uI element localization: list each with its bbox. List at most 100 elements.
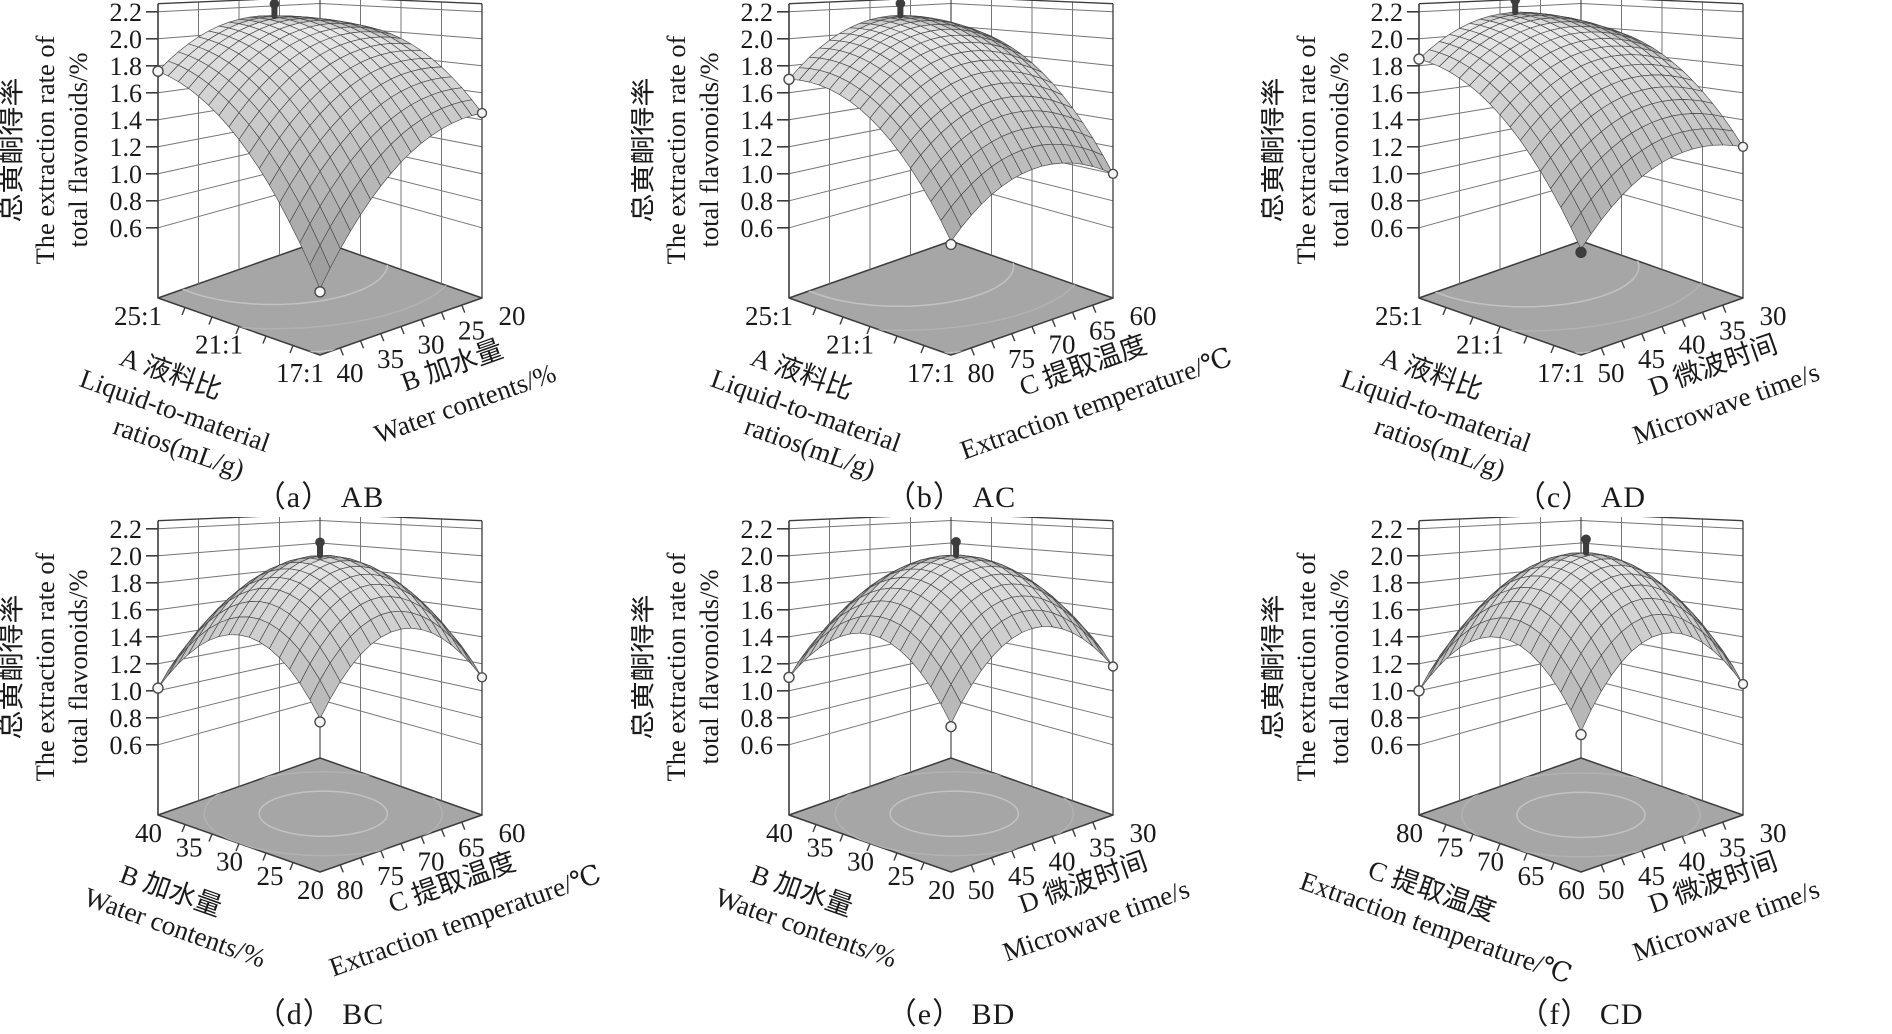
z-tick-label: 1.6 (741, 596, 774, 625)
y-tick-label: 45 (1008, 861, 1035, 891)
z-axis-title: 总黄酮得率 The extraction rate of total flavono… (0, 35, 93, 264)
y-tick-label: 40 (1049, 847, 1076, 877)
y-tick-label: 35 (1719, 832, 1746, 862)
panel-a: 2.2 2.0 1.8 1.6 1.4 1.2 1.0 0.8 0.6 25:1 21:1 17:1 4… (0, 0, 630, 517)
x-tick-label: 21:1 (195, 330, 243, 360)
x-tick-label: 75 (1437, 832, 1464, 862)
peak-point (315, 537, 325, 548)
z-tick-label: 1.6 (110, 596, 143, 625)
z-tick-label: 0.6 (741, 214, 774, 243)
z-tick-label: 0.8 (110, 704, 143, 733)
y-tick-label: 70 (1049, 330, 1076, 360)
x-tick-label: 20 (928, 875, 955, 905)
y-tick-label: 50 (1598, 875, 1625, 905)
corner-point-right (1737, 141, 1749, 153)
z-tick-label: 1.2 (1371, 133, 1404, 162)
y-tick-label: 80 (968, 358, 995, 388)
corner-point-front (314, 716, 326, 728)
axis-ticks (812, 821, 1097, 873)
z-axis-title: 总黄酮得率 The extraction rate of total flavono… (1261, 552, 1354, 781)
z-axis: 2.22.01.81.61.41.21.00.80.6 (741, 0, 789, 243)
z-axis: 2.22.01.81.61.41.21.00.80.6 (110, 517, 158, 760)
z-tick-label: 2.2 (110, 0, 143, 27)
x-tick-label: 17:1 (907, 358, 955, 388)
y-tick-label: 40 (337, 358, 364, 388)
z-tick-label: 2.2 (741, 517, 774, 544)
z-axis-title-en2: total flavonoids/% (1324, 569, 1354, 764)
y-tick-label: 30 (1130, 818, 1157, 848)
y-tick-label: 60 (499, 818, 526, 848)
response-surface (157, 15, 483, 289)
corner-point-left (1413, 685, 1425, 697)
z-axis-title-cn: 总黄酮得率 (631, 77, 658, 222)
x-tick-label: 17:1 (1537, 358, 1585, 388)
z-axis-title-cn: 总黄酮得率 (0, 77, 27, 222)
panel-caption-e: （e） BD (886, 998, 1016, 1031)
z-tick-label: 1.8 (1371, 569, 1404, 598)
x-tick-label: 80 (1396, 818, 1423, 848)
z-tick-label: 1.8 (110, 569, 143, 598)
y-tick-label: 35 (377, 344, 404, 374)
z-tick-label: 1.2 (1371, 650, 1404, 679)
z-tick-label: 1.0 (741, 160, 774, 189)
z-tick-label: 1.2 (741, 133, 774, 162)
y-tick-label: 45 (1638, 344, 1665, 374)
z-tick-label: 1.8 (741, 52, 774, 81)
design-point-markers (152, 0, 488, 298)
y-tick-label: 35 (1089, 832, 1116, 862)
z-axis-title-en1: The extraction rate of (661, 35, 691, 264)
z-axis-title: 总黄酮得率 The extraction rate of total flavono… (631, 552, 724, 781)
z-tick-label: 2.2 (110, 517, 143, 544)
z-tick-label: 1.6 (1371, 79, 1404, 108)
wall-grid (157, 517, 483, 801)
z-tick-label: 1.0 (1371, 160, 1404, 189)
y-tick-label: 40 (1679, 330, 1706, 360)
z-axis-title: 总黄酮得率 The extraction rate of total flavono… (0, 552, 93, 781)
z-tick-label: 2.0 (741, 25, 774, 54)
surface-plot-b: 2.22.01.81.61.41.21.00.80.6 25:1 21:1 17:1 8… (631, 0, 1236, 484)
panel-f: 2.2 2.0 1.8 1.6 1.4 1.2 1.0 0.8 0.6 80 75 70 65 60 50 4… (1261, 517, 1891, 1034)
surface-plot-a: 2.22.01.81.61.41.21.00.80.6 25:1 21:1 17:1 4… (0, 0, 560, 484)
z-axis: 2.22.01.81.61.41.21.00.80.6 (741, 517, 789, 760)
z-axis-title: 总黄酮得率 The extraction rate of total flavono… (1261, 35, 1354, 264)
z-axis-title: 总黄酮得率 The extraction rate of total flavono… (631, 35, 724, 264)
z-tick-label: 2.2 (741, 0, 774, 27)
y-tick-label: 30 (1760, 818, 1787, 848)
y-tick-label: 70 (418, 847, 445, 877)
z-axis-title-en1: The extraction rate of (1291, 552, 1321, 781)
response-surface (1418, 552, 1744, 732)
z-tick-label: 1.6 (110, 79, 143, 108)
z-tick-label: 0.6 (1371, 214, 1404, 243)
y-tick-label: 65 (458, 832, 485, 862)
z-tick-label: 0.6 (110, 214, 143, 243)
corner-point-right (1107, 168, 1119, 180)
panel-b: 2.2 2.0 1.8 1.6 1.4 1.2 1.0 0.8 0.6 25:1 21:1 17:1 8… (631, 0, 1261, 517)
z-tick-label: 1.4 (741, 623, 774, 652)
x-tick-label: 25 (888, 861, 915, 891)
y-tick-label: 30 (418, 330, 445, 360)
z-tick-label: 1.0 (110, 160, 143, 189)
z-axis-title-en1: The extraction rate of (661, 552, 691, 781)
surface-plot-f: 2.22.01.81.61.41.21.00.80.6 80 75 70 65 60 50 4… (1261, 517, 1823, 989)
z-axis-title-en2: total flavonoids/% (63, 569, 93, 764)
corner-point-right (476, 107, 488, 119)
panel-caption-a: （a） AB (255, 481, 385, 514)
z-tick-label: 2.0 (110, 542, 143, 571)
corner-point-left (152, 682, 164, 694)
z-tick-label: 1.0 (110, 677, 143, 706)
x-tick-label: 20 (297, 875, 324, 905)
y-tick-label: 80 (337, 875, 364, 905)
corner-point-right (476, 672, 488, 683)
response-surface (157, 555, 483, 720)
response-surface (788, 554, 1114, 724)
x-tick-label: 65 (1518, 861, 1545, 891)
corner-point-front (1575, 246, 1587, 259)
design-point-markers (783, 0, 1119, 251)
x-tick-label: 21:1 (1456, 330, 1504, 360)
x-tick-label: 35 (807, 832, 834, 862)
z-tick-label: 1.8 (741, 569, 774, 598)
z-tick-label: 1.8 (110, 52, 143, 81)
x-tick-label: 30 (847, 847, 874, 877)
surface-plot-d: 2.22.01.81.61.41.21.00.80.6 40 35 30 25 20 80 7… (0, 517, 605, 982)
